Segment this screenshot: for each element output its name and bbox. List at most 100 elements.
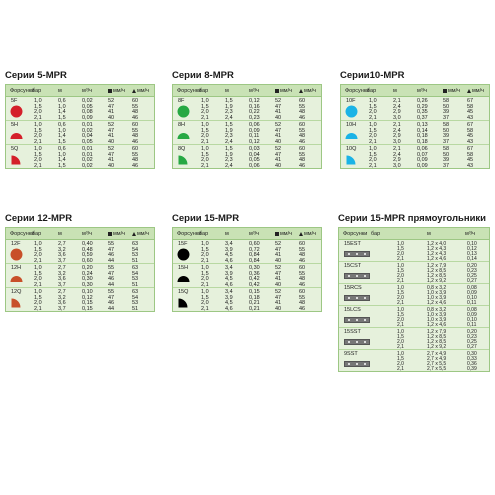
table-row: 2,0 2,9 0,09 39 45 bbox=[341, 157, 489, 164]
cell: 0,27 bbox=[467, 344, 477, 350]
cell: 2,0 bbox=[369, 157, 377, 163]
half-circle-nozzle-icon bbox=[10, 133, 23, 139]
cell: 1,2 x 4,0 bbox=[427, 241, 447, 247]
cell: 1,5 bbox=[201, 294, 209, 301]
cell: 3,6 bbox=[58, 276, 66, 282]
series-title: Серии 12-MPR bbox=[5, 213, 73, 224]
cell: 0,06 bbox=[249, 122, 260, 128]
nozzle-group: 15CST 1,0 1,2 x 7,9 0,20 1,5 1,2 x 8,5 0,23 2,0… bbox=[339, 262, 489, 284]
nozzle-group: 8H 1,0 1,5 0,06 52 60 1,5 1,9 0,09 47 55 2,0 2,3 0,11… bbox=[173, 121, 321, 145]
full-circle-nozzle-icon bbox=[177, 105, 190, 118]
header-bar: бар bbox=[199, 231, 209, 237]
strip-hole bbox=[364, 253, 366, 255]
cell: 48 bbox=[132, 109, 139, 115]
cell: 2,0 bbox=[34, 300, 42, 306]
cell: 60 bbox=[299, 241, 306, 247]
cell: 1,0 bbox=[34, 265, 42, 271]
cell: 1,0 x 3,9 bbox=[427, 295, 447, 301]
cell: 51 bbox=[132, 281, 139, 288]
header-flow: м³/ч bbox=[82, 88, 93, 94]
cell: 1,2 x 4,6 bbox=[427, 322, 447, 328]
cell: 0,30 bbox=[82, 276, 93, 282]
header-triangle-rate: мм/ч bbox=[467, 88, 484, 94]
cell: 47 bbox=[108, 270, 115, 277]
cell: 1,0 bbox=[58, 103, 66, 110]
strip-nozzle-icon bbox=[344, 317, 370, 323]
cell: 2,7 x 5,5 bbox=[427, 366, 447, 372]
cell: 2,7 bbox=[58, 241, 66, 247]
table-header: Форсунки бар м м³/ч мм/ч мм/ч bbox=[173, 228, 321, 240]
table-row: 1,5 3,2 0,24 47 54 bbox=[6, 271, 154, 278]
cell: 60 bbox=[132, 122, 139, 128]
strip-hole bbox=[356, 363, 358, 365]
cell: 1,5 bbox=[201, 151, 209, 158]
cell: 41 bbox=[275, 157, 282, 163]
header-flow: м³/ч bbox=[465, 231, 476, 237]
cell: 46 bbox=[299, 257, 306, 264]
cell: 2,9 bbox=[393, 133, 401, 139]
cell: 0,09 bbox=[467, 312, 477, 318]
cell: 37 bbox=[443, 114, 450, 121]
nozzle-group: 5F 1,0 0,6 0,02 52 60 1,5 1,0 0,05 47 55 2,0 1,4 0,08… bbox=[6, 97, 154, 121]
cell: 0,23 bbox=[467, 268, 477, 274]
cell: 0,23 bbox=[249, 114, 260, 121]
cell: 4,6 bbox=[225, 281, 233, 288]
cell: 0,29 bbox=[417, 103, 428, 110]
cell: 0,12 bbox=[249, 138, 260, 145]
table-row: 2,1 4,6 0,42 40 46 bbox=[173, 282, 321, 289]
cell: 1,2 x 8,5 bbox=[427, 334, 447, 340]
cell: 2,1 bbox=[201, 162, 209, 169]
table-row: 2,0 1,2 x 4,3 0,13 bbox=[339, 251, 489, 257]
cell: 0,21 bbox=[249, 300, 260, 306]
cell: 2,4 bbox=[225, 162, 233, 169]
cell: 48 bbox=[132, 157, 139, 163]
cell: 0,72 bbox=[249, 246, 260, 253]
nozzle-label: 15RCS bbox=[344, 285, 362, 291]
full-circle-nozzle-icon bbox=[177, 248, 190, 261]
table-row: 1,0 1,2 x 4,0 0,10 bbox=[339, 241, 489, 247]
cell: 1,5 bbox=[397, 246, 404, 252]
cell: 1,5 bbox=[397, 356, 404, 362]
header-bar: бар bbox=[371, 231, 381, 237]
nozzle-label: 12F bbox=[11, 241, 21, 247]
cell: 1,0 bbox=[397, 329, 404, 335]
nozzle-label: 9SST bbox=[344, 351, 358, 357]
quarter-circle-nozzle-icon bbox=[178, 298, 188, 308]
cell: 2,4 bbox=[225, 138, 233, 145]
cell: 2,7 x 5,5 bbox=[427, 361, 447, 367]
nozzle-group: 12F 1,0 2,7 0,40 55 63 1,5 3,2 0,48 47 54 2,0 3,6 0,5… bbox=[6, 240, 154, 264]
cell: 0,30 bbox=[249, 265, 260, 271]
cell: 39 bbox=[443, 133, 450, 139]
cell: 67 bbox=[467, 98, 474, 104]
triangle-pattern-icon bbox=[467, 88, 471, 93]
strip-nozzle-icon bbox=[344, 361, 370, 367]
cell: 0,8 x 3,2 bbox=[427, 285, 447, 291]
cell: 0,30 bbox=[82, 281, 93, 288]
table-row: 2,0 2,7 x 5,5 0,36 bbox=[339, 361, 489, 367]
table-row: 1,5 3,9 0,18 47 55 bbox=[173, 295, 321, 302]
header-nozzle: Форсунки bbox=[177, 88, 202, 94]
table-row: 2,0 1,0 x 3,9 0,10 bbox=[339, 317, 489, 323]
cell: 0,33 bbox=[467, 356, 477, 362]
series-table: Форсунки бар м м³/ч мм/ч мм/ч 5F 1,0 0,6 0,02 52 60… bbox=[5, 84, 155, 169]
strip-hole bbox=[356, 319, 358, 321]
cell: 0,11 bbox=[467, 322, 477, 328]
cell: 3,2 bbox=[58, 246, 66, 253]
cell: 41 bbox=[275, 252, 282, 258]
nozzle-label: 15EST bbox=[344, 241, 361, 247]
table-row: 2,0 1,2 x 8,5 0,25 bbox=[339, 339, 489, 345]
cell: 1,0 bbox=[201, 98, 209, 104]
cell: 0,10 bbox=[467, 295, 477, 301]
cell: 0,48 bbox=[82, 246, 93, 253]
nozzle-group: 15RCS 1,0 0,8 x 3,2 0,08 1,5 1,0 x 3,9 0,09 2,0… bbox=[339, 284, 489, 306]
strip-hole bbox=[356, 297, 358, 299]
cell: 67 bbox=[467, 122, 474, 128]
nozzle-label: 8Q bbox=[178, 146, 186, 152]
table-row: 2,1 2,4 0,12 40 46 bbox=[173, 139, 321, 146]
cell: 2,0 bbox=[397, 361, 404, 367]
cell: 1,0 bbox=[201, 241, 209, 247]
table-row: 1,5 1,0 0,02 47 55 bbox=[6, 128, 154, 135]
strip-nozzle-icon bbox=[344, 295, 370, 301]
cell: 3,9 bbox=[225, 270, 233, 277]
cell: 46 bbox=[299, 162, 306, 169]
